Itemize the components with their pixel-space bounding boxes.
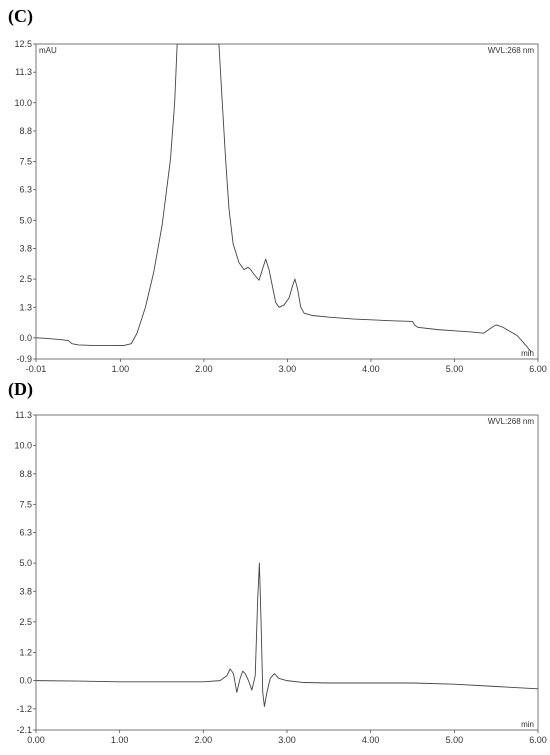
y-tick-label: 0.0 (19, 676, 32, 686)
x-tick-label: 2.00 (195, 364, 213, 374)
x-tick-label: -0.01 (26, 364, 47, 374)
x-tick-label: 4.00 (362, 735, 380, 745)
y-tick-label: 3.8 (19, 586, 32, 596)
plot-frame (35, 43, 539, 360)
panel-label-c: (C) (8, 6, 33, 26)
wavelength-annotation: WVL:268 nm (488, 46, 535, 55)
x-tick-label: 1.00 (112, 364, 130, 374)
x-tick-label: 0.00 (27, 735, 45, 745)
panel-label-d: (D) (8, 379, 33, 399)
x-axis-label: min (521, 720, 534, 729)
y-tick-label: 6.3 (19, 185, 32, 195)
y-tick-label: 11.3 (15, 67, 32, 77)
series-line (36, 562, 538, 707)
x-axis-label: min (521, 349, 534, 358)
y-tick-label: 8.8 (19, 126, 32, 136)
y-tick-label: 6.3 (19, 528, 32, 538)
y-tick-label: 7.5 (19, 157, 32, 167)
plot-frame (35, 414, 539, 731)
y-tick-label: 10.0 (14, 98, 32, 108)
y-axis-label: mAU (39, 46, 57, 55)
x-tick-label: 1.00 (111, 735, 129, 745)
series-line (36, 44, 532, 353)
x-tick-label: 5.00 (446, 364, 464, 374)
x-tick-label: 5.00 (446, 735, 464, 745)
y-tick-label: -0.9 (16, 354, 32, 364)
y-tick-label: 8.8 (19, 469, 32, 479)
x-tick-label: 2.00 (195, 735, 213, 745)
y-tick-label: 2.5 (19, 617, 32, 627)
y-tick-label: 10.0 (14, 441, 32, 451)
chromatogram-c: 12.5 11.3 10.0 8.8 7.5 6.3 5.0 3.8 2.5 1.3 0.0 -0.9… (14, 39, 547, 374)
y-tick-label: 12.5 (14, 39, 32, 49)
y-tick-label: 1.2 (19, 647, 32, 657)
x-tick-label: 6.00 (529, 735, 547, 745)
y-tick-label: 1.3 (19, 302, 32, 312)
y-tick-label: 5.0 (19, 558, 32, 568)
y-tick-label: 3.8 (19, 244, 32, 254)
x-tick-label: 4.00 (362, 364, 380, 374)
x-tick-label: 3.00 (279, 364, 297, 374)
y-tick-label: -1.2 (16, 704, 32, 714)
y-tick-label: -2.1 (16, 725, 32, 735)
wavelength-annotation: WVL:268 nm (488, 417, 535, 426)
y-tick-label: 11.3 (15, 410, 32, 420)
y-tick-label: 0.0 (19, 333, 32, 343)
y-tick-label: 7.5 (19, 499, 32, 509)
y-tick-label: 5.0 (19, 215, 32, 225)
x-tick-label: 6.00 (529, 364, 547, 374)
x-tick-label: 3.00 (278, 735, 296, 745)
y-tick-label: 2.5 (19, 274, 32, 284)
